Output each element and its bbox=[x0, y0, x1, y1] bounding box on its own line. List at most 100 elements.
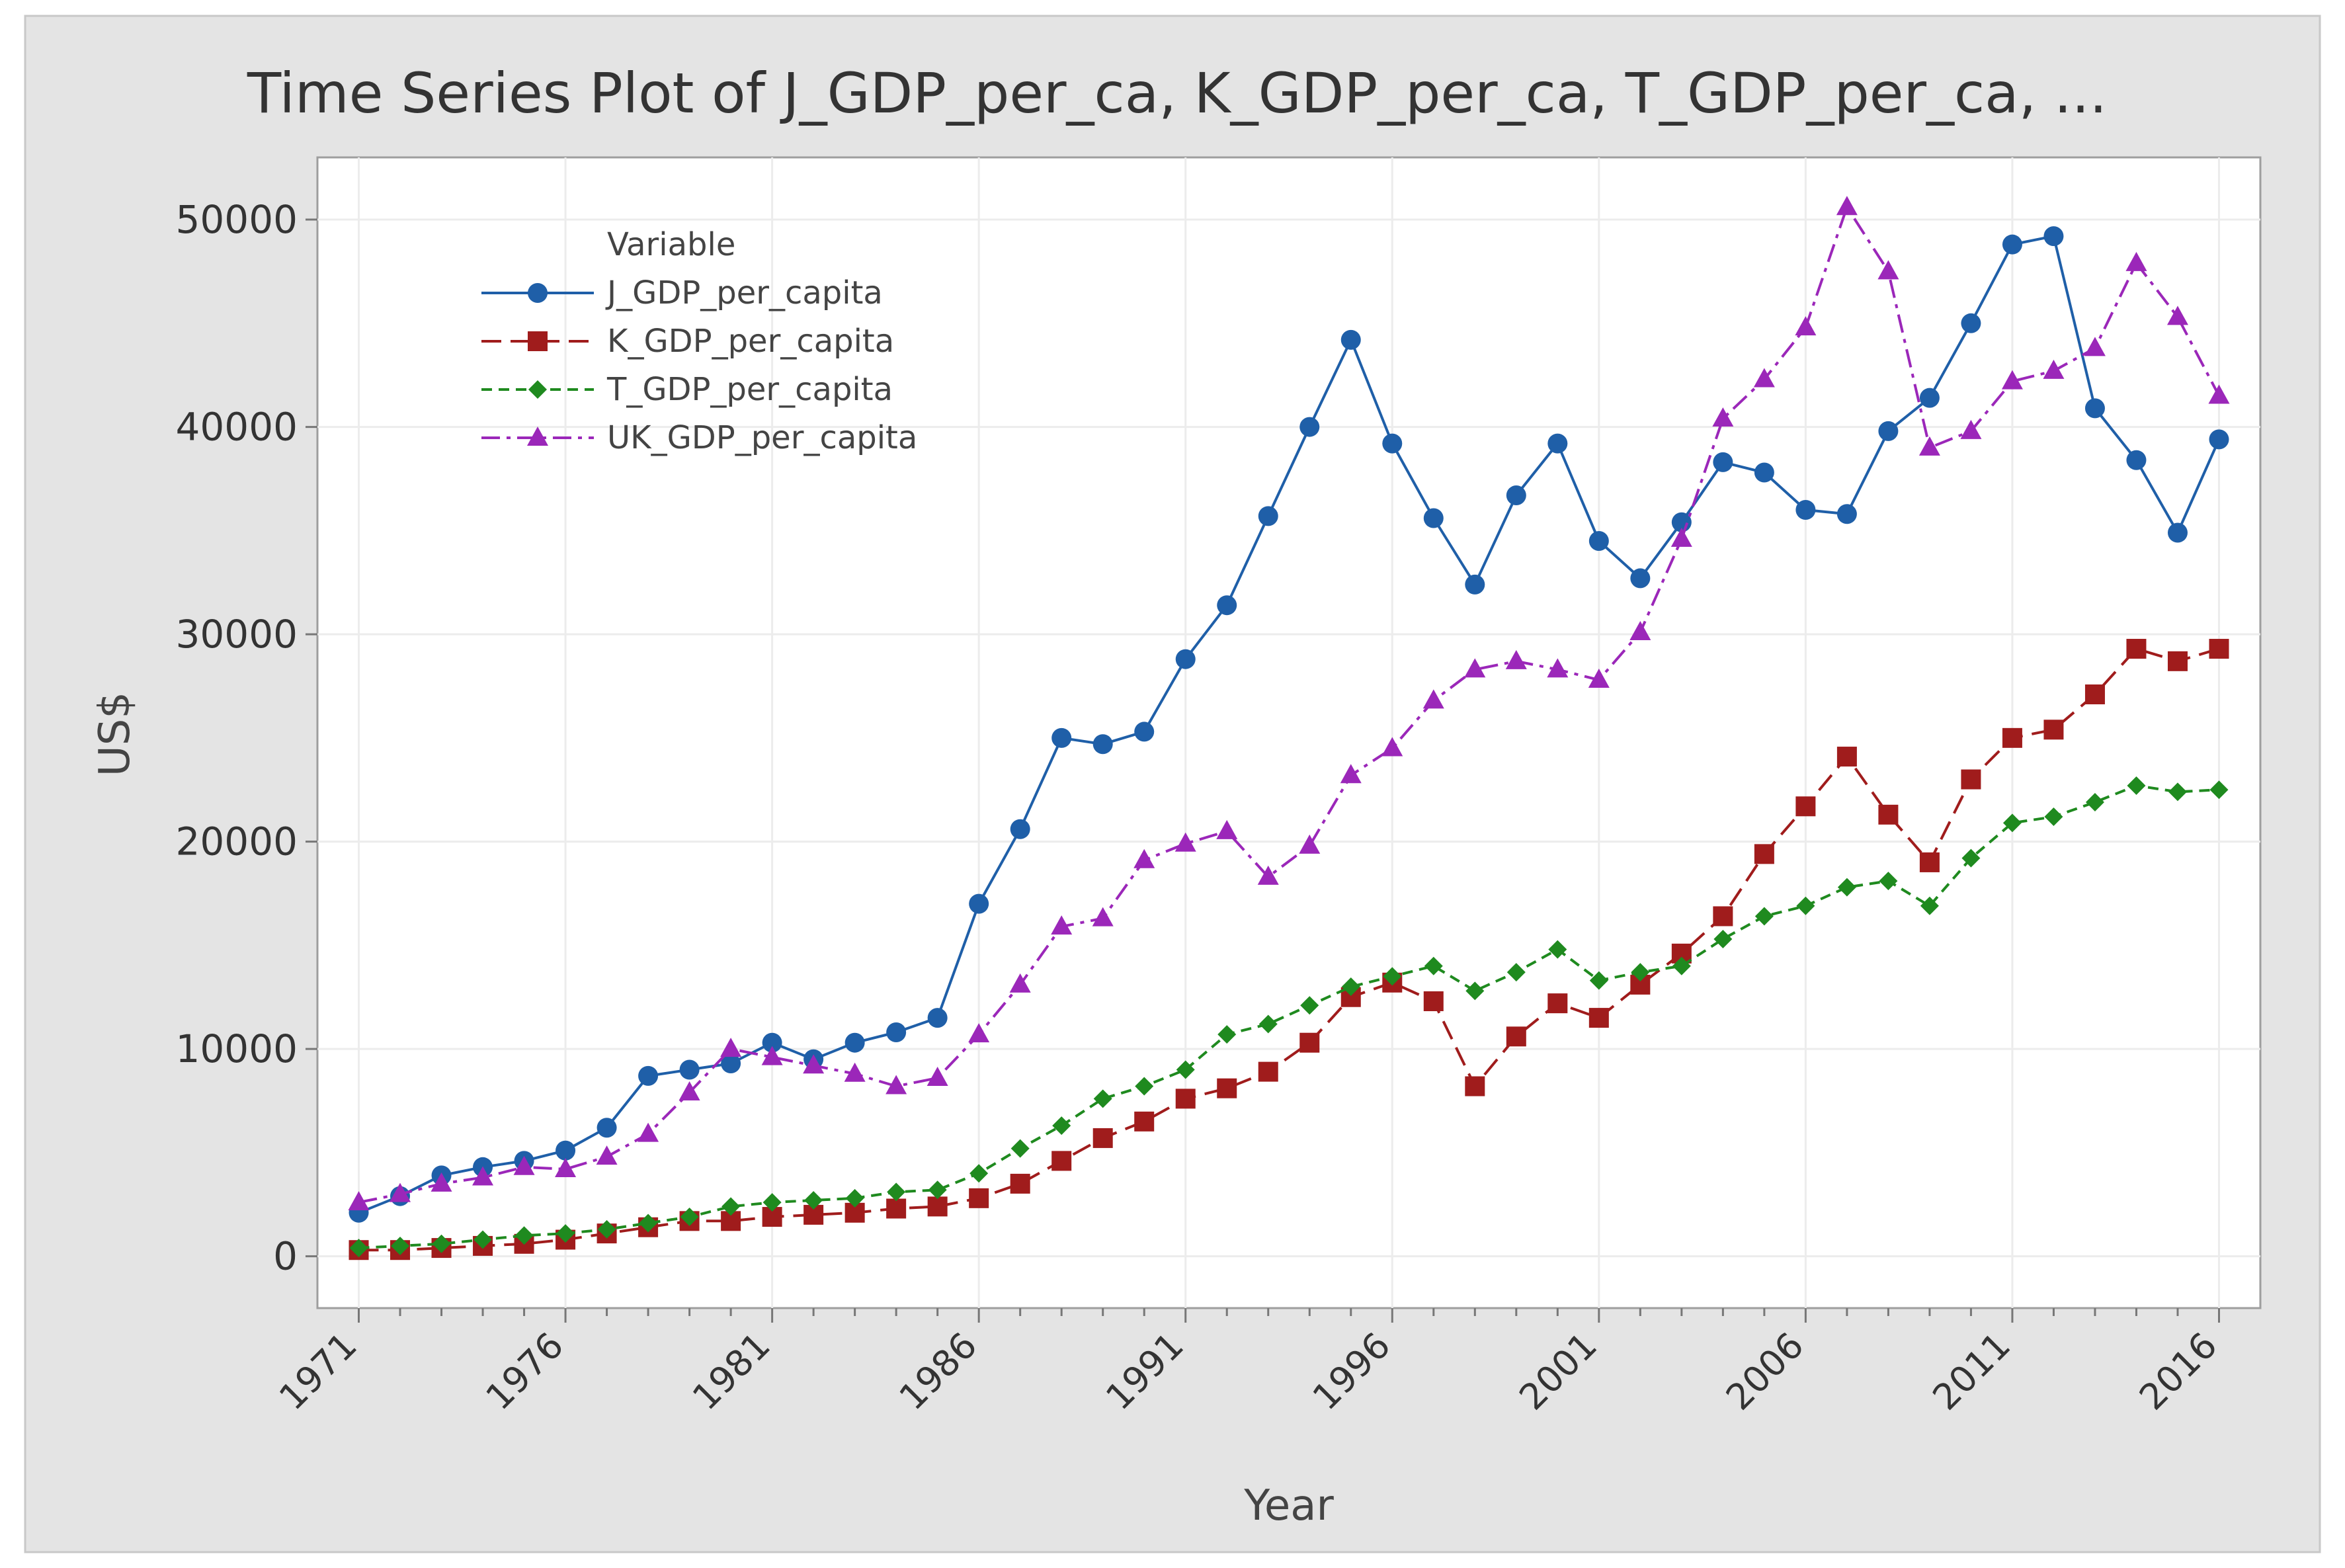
data-point bbox=[1505, 649, 1527, 669]
data-point bbox=[1713, 452, 1733, 472]
series-UK_GDP_per_capita bbox=[348, 196, 2230, 1211]
data-point bbox=[1547, 993, 1568, 1014]
data-point bbox=[1217, 1078, 1237, 1098]
legend-item: UK_GDP_per_capita bbox=[481, 419, 917, 456]
data-point bbox=[2084, 337, 2106, 356]
data-point bbox=[720, 1038, 742, 1057]
data-point bbox=[596, 1145, 618, 1165]
data-point bbox=[1299, 1032, 1320, 1053]
legend-label: UK_GDP_per_capita bbox=[607, 419, 917, 456]
data-point bbox=[431, 1172, 452, 1192]
series-line bbox=[358, 784, 2219, 1250]
data-point bbox=[556, 1224, 575, 1243]
data-point bbox=[2209, 639, 2229, 659]
data-point bbox=[762, 1193, 782, 1212]
data-point bbox=[679, 1081, 700, 1100]
data-point bbox=[1134, 722, 1155, 742]
data-point bbox=[1961, 848, 1981, 868]
data-point bbox=[1340, 329, 1361, 350]
data-point bbox=[1134, 1111, 1155, 1132]
data-point bbox=[1051, 915, 1073, 935]
data-point bbox=[1506, 963, 1526, 982]
data-point bbox=[2209, 429, 2229, 450]
data-point bbox=[1672, 956, 1691, 975]
legend-marker bbox=[528, 283, 548, 303]
gridlines bbox=[317, 157, 2260, 1308]
data-point bbox=[845, 1188, 864, 1208]
series-K_GDP_per_capita bbox=[349, 639, 2229, 1260]
data-point bbox=[1299, 834, 1321, 854]
data-point bbox=[1670, 527, 1692, 547]
data-point bbox=[2085, 793, 2104, 812]
data-point bbox=[348, 1191, 370, 1211]
data-point bbox=[1713, 906, 1733, 927]
data-point bbox=[432, 1234, 451, 1253]
data-point bbox=[1381, 737, 1403, 757]
data-point bbox=[349, 1239, 368, 1258]
x-axis-label: Year bbox=[1243, 1481, 1334, 1530]
data-point bbox=[2084, 398, 2105, 419]
data-point bbox=[1795, 316, 1817, 336]
data-point bbox=[1423, 991, 1444, 1011]
data-point bbox=[1919, 852, 1940, 872]
data-point bbox=[1093, 1089, 1112, 1108]
data-point bbox=[762, 1032, 782, 1053]
legend-label: K_GDP_per_capita bbox=[607, 323, 894, 360]
data-point bbox=[1383, 967, 1402, 986]
data-point bbox=[1548, 940, 1567, 959]
data-point bbox=[1299, 417, 1320, 437]
series-line bbox=[358, 647, 2220, 1252]
data-point bbox=[1836, 196, 1858, 216]
data-point bbox=[969, 893, 989, 914]
data-point bbox=[2126, 639, 2147, 659]
data-point bbox=[1051, 1151, 1072, 1171]
data-point bbox=[555, 1140, 576, 1161]
data-point bbox=[2043, 226, 2064, 247]
data-point bbox=[1961, 313, 1981, 333]
data-point bbox=[2002, 727, 2022, 748]
data-point bbox=[1382, 433, 1403, 454]
data-point bbox=[761, 1046, 783, 1065]
data-point bbox=[2084, 684, 2105, 704]
data-point bbox=[1878, 421, 1899, 441]
data-point bbox=[1464, 658, 1486, 678]
legend-marker bbox=[528, 380, 547, 399]
data-point bbox=[1092, 734, 1113, 755]
legend-label: J_GDP_per_capita bbox=[605, 274, 883, 311]
data-point bbox=[1920, 896, 1939, 915]
data-point bbox=[1877, 260, 1899, 280]
data-point bbox=[2125, 251, 2147, 271]
data-point bbox=[1258, 1061, 1278, 1082]
data-point bbox=[1630, 568, 1651, 589]
data-point bbox=[1216, 819, 1238, 839]
data-point bbox=[1258, 506, 1278, 526]
data-point bbox=[1341, 977, 1360, 997]
data-point bbox=[1918, 436, 1940, 456]
data-point bbox=[969, 1164, 989, 1183]
data-point bbox=[680, 1208, 699, 1227]
data-point bbox=[1423, 508, 1444, 528]
data-point bbox=[1506, 1026, 1526, 1047]
data-point bbox=[969, 1188, 989, 1208]
legend-item: T_GDP_per_capita bbox=[481, 371, 893, 408]
data-point bbox=[1588, 531, 1609, 551]
data-point bbox=[1175, 649, 1196, 669]
data-point bbox=[2167, 522, 2188, 543]
legend-marker bbox=[527, 427, 548, 446]
data-point bbox=[391, 1236, 410, 1255]
data-point bbox=[721, 1197, 741, 1216]
data-point bbox=[1754, 907, 1774, 926]
y-tick-label: 20000 bbox=[175, 819, 298, 864]
data-point bbox=[1175, 1089, 1196, 1109]
data-point bbox=[1961, 769, 1981, 790]
data-point bbox=[968, 1023, 990, 1043]
data-point bbox=[926, 1067, 948, 1086]
data-point bbox=[2043, 720, 2064, 740]
data-point bbox=[1135, 1077, 1154, 1096]
data-point bbox=[928, 1180, 947, 1200]
data-point bbox=[2168, 782, 2187, 802]
data-point bbox=[1629, 620, 1651, 640]
data-point bbox=[555, 1157, 577, 1177]
series-line bbox=[358, 235, 2221, 1214]
data-point bbox=[1174, 832, 1196, 852]
